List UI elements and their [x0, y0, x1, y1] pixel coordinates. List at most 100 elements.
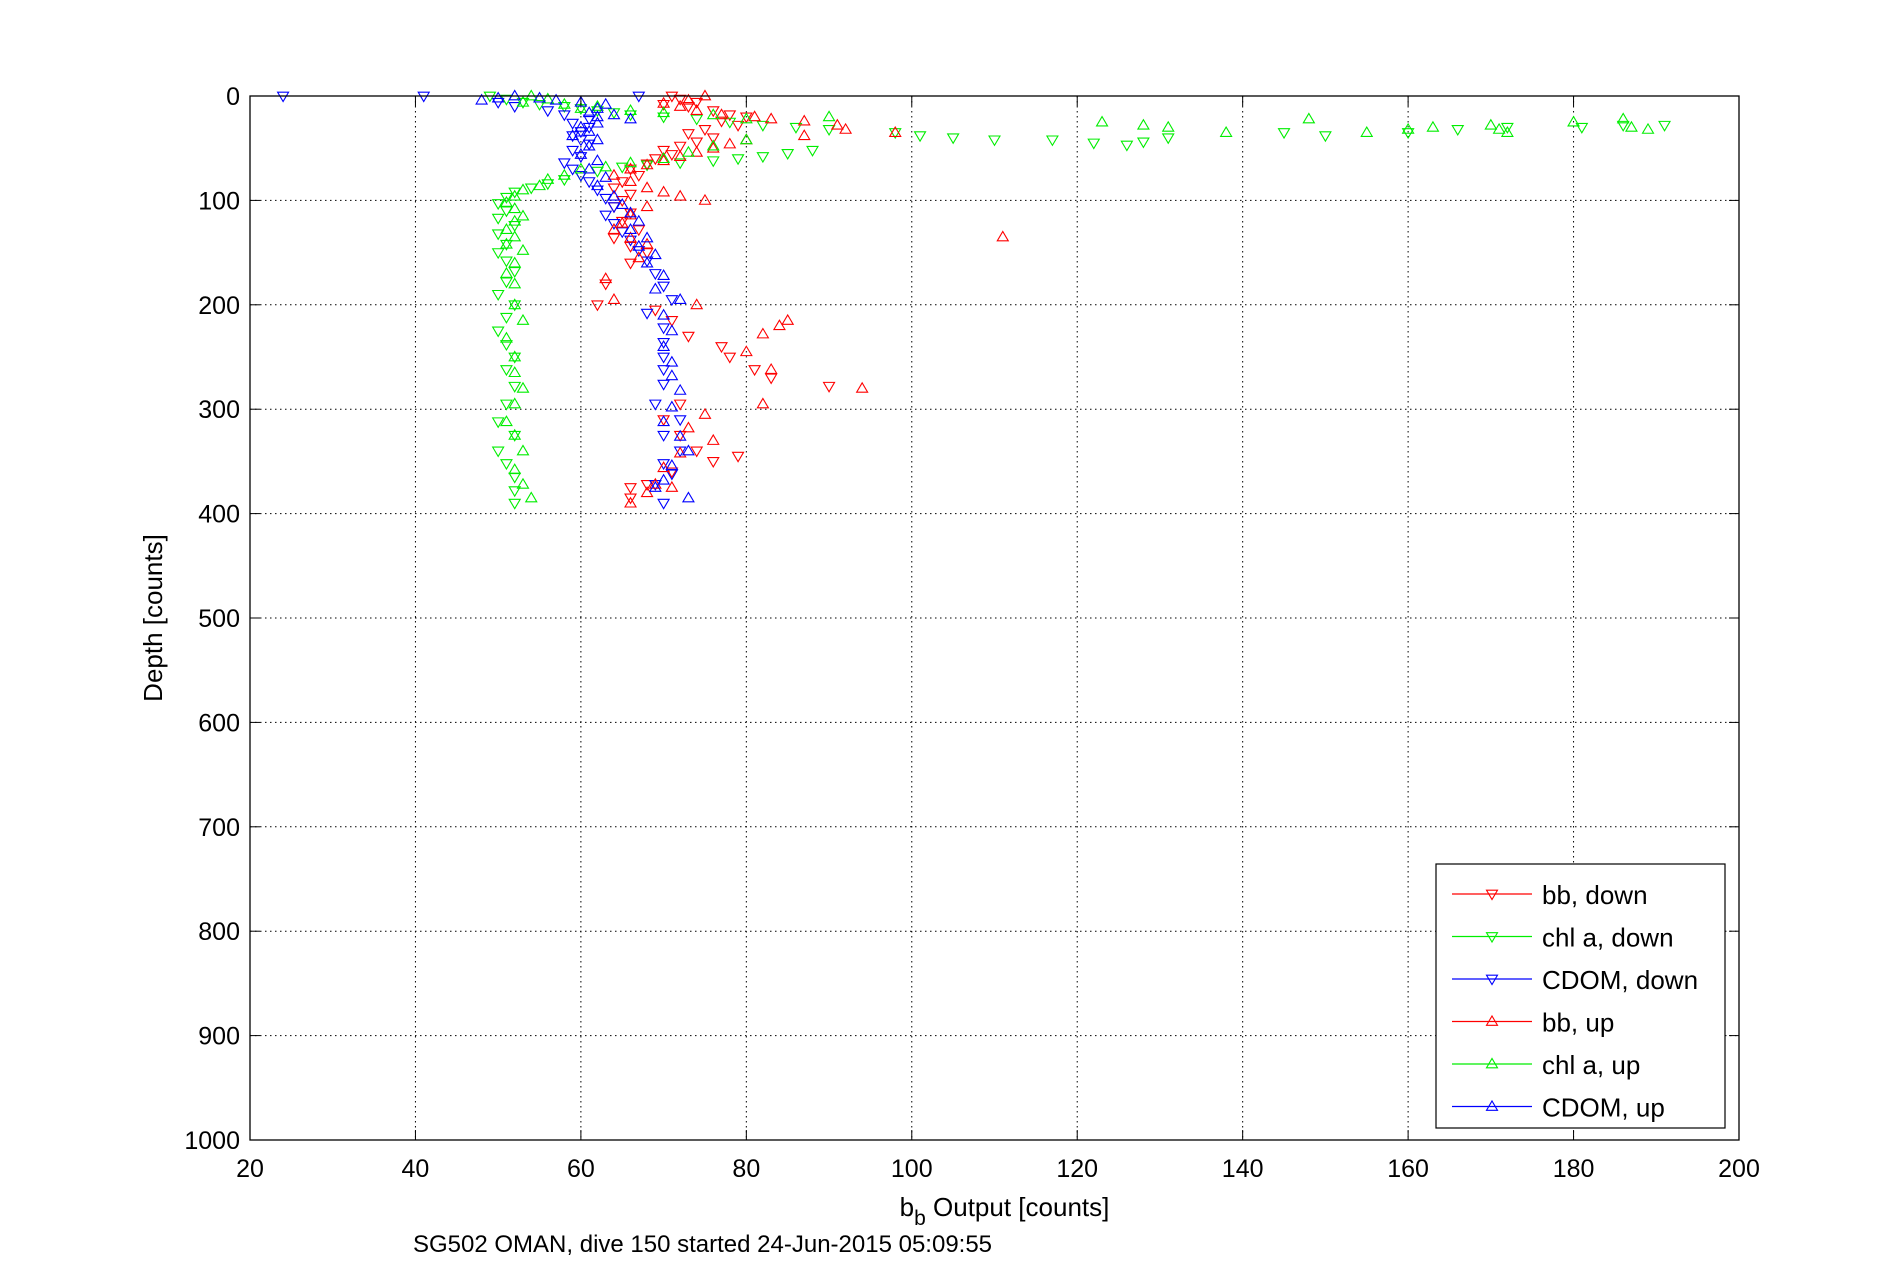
data-point: [508, 189, 522, 201]
data-point: [665, 295, 679, 307]
data-point: [607, 168, 621, 180]
data-point: [673, 446, 687, 458]
data-point: [491, 326, 505, 338]
x-tick-label: 60: [567, 1155, 595, 1183]
legend-item: CDOM, down: [1452, 965, 1698, 995]
data-point: [508, 430, 522, 442]
data-point: [491, 229, 505, 241]
data-point: [624, 110, 637, 122]
series-5: [475, 89, 695, 503]
data-point: [632, 225, 646, 237]
legend-label: chl a, up: [1542, 1050, 1640, 1080]
tick-labels: 20 40 60 80 100 120 140 160 180 200 0 100 200 300 400 5…: [184, 83, 1759, 1183]
data-point: [590, 116, 604, 128]
data-point: [499, 223, 513, 235]
data-point: [624, 112, 637, 124]
data-point: [1136, 118, 1150, 130]
data-point: [590, 106, 604, 118]
data-point: [648, 269, 662, 281]
data-point: [764, 112, 778, 124]
data-point: [557, 168, 571, 180]
data-point: [582, 106, 596, 118]
data-point: [657, 415, 671, 427]
ticks: [249, 95, 1740, 1141]
data-point: [491, 199, 505, 211]
y-tick-label: 100: [198, 187, 240, 215]
data-point: [599, 272, 613, 284]
data-point: [574, 162, 588, 174]
data-point: [574, 147, 588, 159]
data-point: [698, 125, 712, 136]
data-point: [665, 467, 679, 479]
data-point: [706, 141, 720, 153]
data-point: [648, 282, 662, 294]
data-point: [681, 102, 695, 114]
data-point: [524, 89, 538, 101]
legend-marker: [1485, 889, 1499, 901]
data-point: [499, 256, 513, 268]
data-point: [1426, 120, 1440, 132]
data-point: [533, 179, 546, 191]
data-point: [508, 300, 522, 312]
data-point: [1401, 122, 1415, 134]
data-point: [491, 417, 505, 429]
data-point: [723, 117, 737, 129]
data-point: [516, 444, 530, 456]
data-point: [665, 480, 679, 492]
data-point: [1616, 112, 1630, 124]
data-point: [582, 177, 596, 189]
x-tick-label: 200: [1718, 1155, 1760, 1183]
data-point: [731, 120, 745, 132]
data-point: [839, 122, 853, 134]
data-point: [508, 202, 522, 214]
data-point: [516, 313, 530, 325]
data-point: [648, 479, 662, 491]
data-point: [624, 175, 637, 187]
data-point: [1575, 122, 1589, 134]
data-point: [648, 480, 662, 492]
data-point: [657, 99, 671, 111]
data-point: [739, 112, 753, 124]
legend-marker: [1485, 974, 1499, 986]
data-point: [615, 177, 629, 189]
data-point: [590, 300, 604, 312]
data-point: [549, 93, 563, 105]
data-point: [673, 292, 687, 304]
legend-label: CDOM, down: [1542, 965, 1698, 995]
data-point: [491, 248, 505, 260]
data-point: [657, 365, 671, 377]
data-point: [723, 137, 737, 149]
data-point: [516, 183, 530, 195]
data-point: [632, 91, 646, 103]
data-point: [706, 108, 720, 120]
data-point: [1219, 125, 1233, 137]
data-point: [657, 323, 671, 335]
data-point: [607, 223, 621, 235]
data-point: [417, 91, 431, 103]
data-point: [574, 120, 588, 132]
data-point: [673, 429, 687, 441]
data-point: [624, 223, 637, 235]
data-point: [1120, 140, 1134, 152]
data-point: [640, 479, 654, 491]
data-point: [1658, 120, 1672, 132]
data-point: [640, 256, 654, 268]
data-point: [657, 154, 671, 166]
data-point: [624, 483, 637, 495]
y-tick-label: 500: [198, 605, 240, 633]
data-point: [673, 94, 687, 106]
x-axis-label: bb Output [counts]: [900, 1192, 1110, 1230]
data-point: [756, 327, 770, 339]
data-point: [681, 331, 695, 343]
data-point: [996, 230, 1010, 242]
y-tick-label: 300: [198, 396, 240, 424]
data-point: [946, 133, 960, 145]
data-point: [599, 279, 613, 291]
data-point: [657, 473, 671, 485]
data-point: [1500, 122, 1514, 134]
data-point: [599, 97, 613, 109]
data-point: [533, 99, 546, 111]
data-point: [723, 110, 737, 122]
data-point: [690, 104, 704, 116]
data-point: [913, 131, 927, 143]
